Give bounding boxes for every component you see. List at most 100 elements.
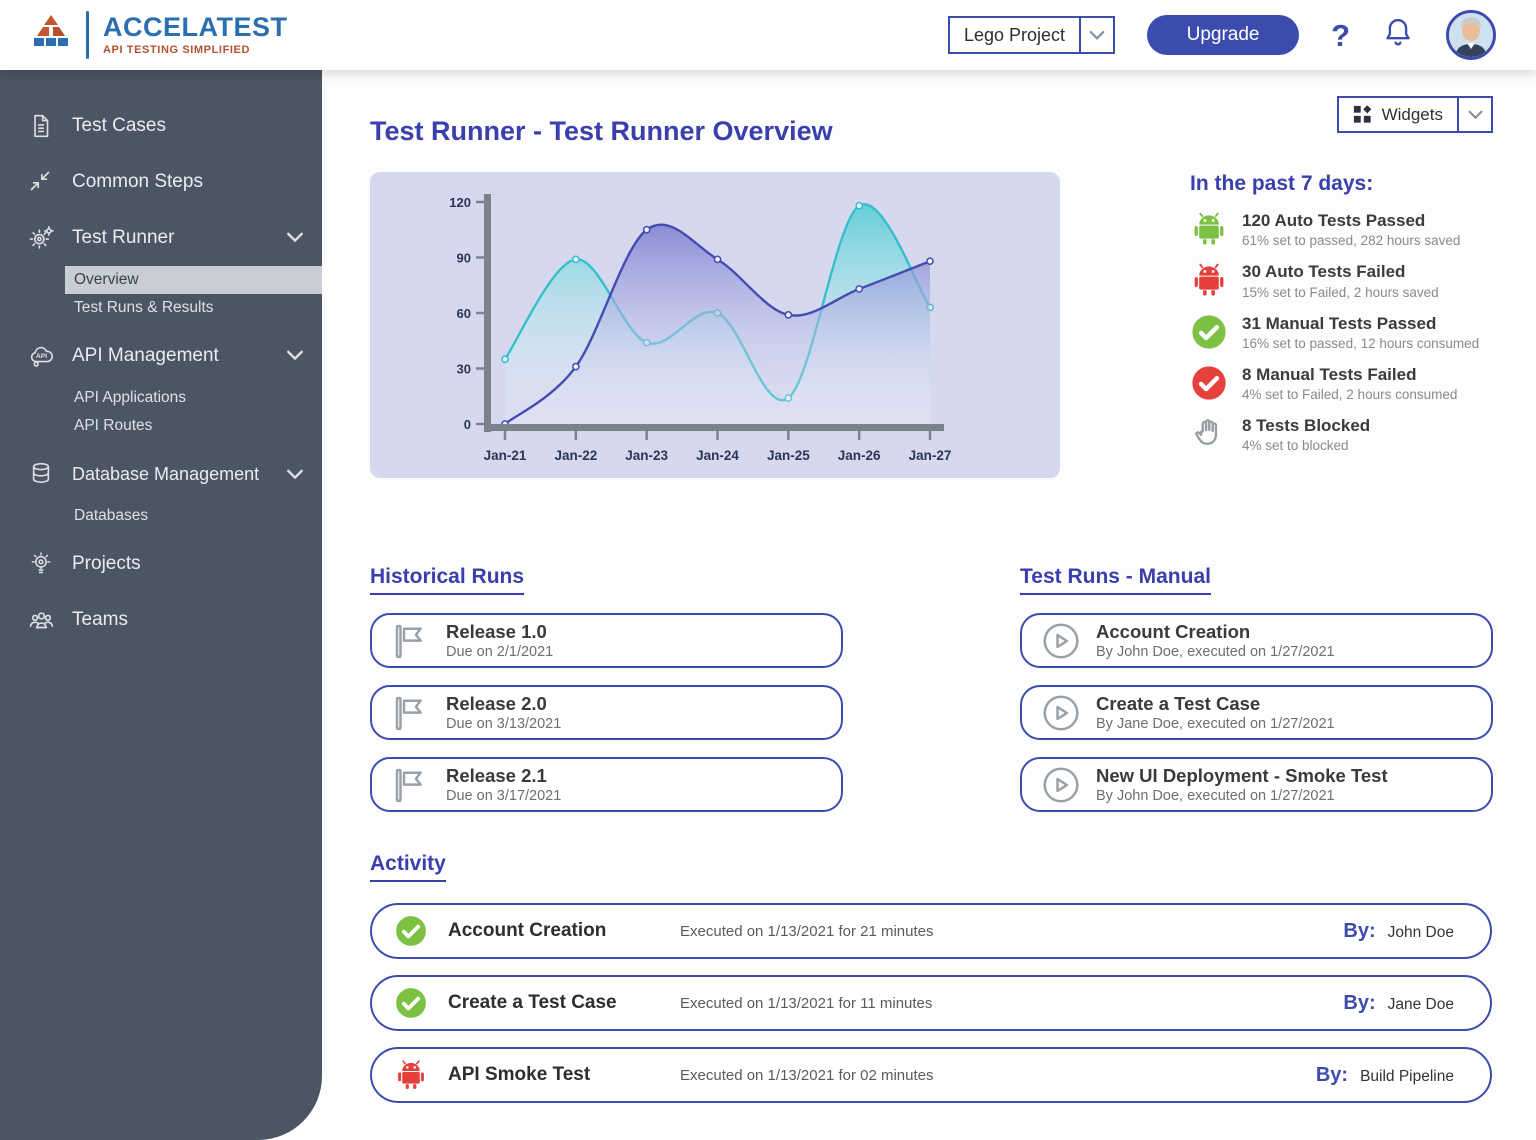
stat-auto-passed: 120 Auto Tests Passed 61% set to passed,… <box>1190 210 1526 248</box>
stats-panel: In the past 7 days: 120 Auto Tests Passe… <box>1190 172 1526 466</box>
flag-icon <box>390 620 432 662</box>
play-circle-icon <box>1040 692 1082 734</box>
sidebar-item-test-cases[interactable]: Test Cases <box>0 98 322 154</box>
sidebar-item-api-management[interactable]: API API Management <box>0 328 322 384</box>
widgets-grid-icon <box>1353 105 1372 124</box>
historical-run-card[interactable]: Release 1.0 Due on 2/1/2021 <box>370 613 843 668</box>
pyramid-logo-icon <box>28 12 74 59</box>
user-avatar[interactable] <box>1446 10 1496 60</box>
card-title: Account Creation <box>1096 621 1251 643</box>
activity-detail: Executed on 1/13/2021 for 02 minutes <box>680 1066 934 1084</box>
activity-title: Create a Test Case <box>448 992 617 1013</box>
chevron-down-icon <box>286 345 304 367</box>
stat-title: 31 Manual Tests Passed <box>1242 313 1437 333</box>
play-circle-icon <box>1040 764 1082 806</box>
widgets-select[interactable]: Widgets <box>1336 96 1493 133</box>
svg-text:Jan-24: Jan-24 <box>696 448 739 463</box>
svg-text:Jan-23: Jan-23 <box>625 448 668 463</box>
activity-by-name: John Doe <box>1387 923 1454 941</box>
card-title: Release 2.0 <box>446 693 547 715</box>
stat-blocked: 8 Tests Blocked 4% set to blocked <box>1190 415 1526 453</box>
chevron-down-icon[interactable] <box>1457 98 1491 131</box>
sidebar-item-label: Common Steps <box>72 171 203 192</box>
widgets-select-value: Widgets <box>1381 104 1443 124</box>
sidebar-item-teams[interactable]: Teams <box>0 592 322 648</box>
area-chart: 0 30 60 90 120 Jan-21 Jan-22 Jan-23 Jan-24 Jan-25… <box>449 194 951 463</box>
manual-run-card[interactable]: Account Creation By John Doe, executed o… <box>1020 613 1493 668</box>
manual-run-card[interactable]: New UI Deployment - Smoke Test By John D… <box>1020 757 1493 812</box>
manual-runs-heading: Test Runs - Manual <box>1020 565 1211 596</box>
activity-detail: Executed on 1/13/2021 for 11 minutes <box>680 994 933 1012</box>
sidebar-item-projects[interactable]: Projects <box>0 536 322 592</box>
svg-text:Jan-22: Jan-22 <box>554 448 597 463</box>
sidebar-item-label: Test Runner <box>72 227 175 248</box>
gear-icon <box>28 225 56 251</box>
card-title: Create a Test Case <box>1096 693 1261 715</box>
stat-title: 30 Auto Tests Failed <box>1242 262 1406 282</box>
by-label: By: <box>1343 991 1376 1014</box>
svg-text:0: 0 <box>464 417 471 432</box>
stat-manual-failed: 8 Manual Tests Failed 4% set to Failed, … <box>1190 364 1526 402</box>
activity-title: API Smoke Test <box>448 1064 591 1085</box>
check-circle-green-icon <box>394 986 428 1020</box>
hand-icon <box>1190 415 1228 453</box>
stat-title: 120 Auto Tests Passed <box>1242 211 1426 230</box>
svg-text:API: API <box>36 353 47 360</box>
project-select-value: Lego Project <box>963 24 1066 45</box>
sidebar-item-common-steps[interactable]: Common Steps <box>0 154 322 210</box>
sidebar-item-test-runner[interactable]: Test Runner <box>0 210 322 266</box>
main-content: Test Runner - Test Runner Overview Widge… <box>322 70 1536 1140</box>
stat-subtitle: 15% set to Failed, 2 hours saved <box>1242 284 1439 300</box>
android-green-icon <box>1190 210 1228 248</box>
stat-manual-passed: 31 Manual Tests Passed 16% set to passed… <box>1190 313 1526 351</box>
card-title: New UI Deployment - Smoke Test <box>1096 765 1388 787</box>
historical-run-card[interactable]: Release 2.1 Due on 3/17/2021 <box>370 757 843 812</box>
people-icon <box>28 607 56 633</box>
card-subtitle: By John Doe, executed on 1/27/2021 <box>1096 787 1335 804</box>
stats-heading: In the past 7 days: <box>1190 172 1374 195</box>
sidebar-item-label: Test Cases <box>72 115 166 136</box>
compress-arrows-icon <box>28 169 56 195</box>
lightbulb-gear-icon <box>28 551 56 577</box>
stat-subtitle: 16% set to passed, 12 hours consumed <box>1242 335 1480 351</box>
page-title: Test Runner - Test Runner Overview <box>370 116 833 147</box>
manual-run-card[interactable]: Create a Test Case By Jane Doe, executed… <box>1020 685 1493 740</box>
logo-subtitle: API TESTING SIMPLIFIED <box>103 44 251 56</box>
svg-text:Jan-25: Jan-25 <box>767 448 810 463</box>
stat-title: 8 Tests Blocked <box>1242 416 1371 435</box>
project-select[interactable]: Lego Project <box>947 16 1116 54</box>
sidebar-item-label: Teams <box>72 609 128 630</box>
sidebar-subitem-api-applications[interactable]: API Applications <box>74 389 187 406</box>
chart-panel: 0 30 60 90 120 Jan-21 Jan-22 Jan-23 Jan-24 Jan-25… <box>370 172 1060 478</box>
card-title: Release 2.1 <box>446 765 547 787</box>
historical-run-card[interactable]: Release 2.0 Due on 3/13/2021 <box>370 685 843 740</box>
chevron-down-icon[interactable] <box>1079 18 1113 52</box>
activity-row[interactable]: Account Creation Executed on 1/13/2021 f… <box>370 903 1492 959</box>
sidebar-subitem-databases[interactable]: Databases <box>74 507 149 524</box>
check-circle-green-icon <box>394 914 428 948</box>
activity-row[interactable]: Create a Test Case Executed on 1/13/2021… <box>370 975 1492 1031</box>
stat-subtitle: 61% set to passed, 282 hours saved <box>1242 233 1461 249</box>
svg-text:Jan-21: Jan-21 <box>484 448 527 463</box>
sidebar-item-label: Projects <box>72 553 141 574</box>
svg-text:120: 120 <box>449 195 471 210</box>
upgrade-button[interactable]: Upgrade <box>1147 15 1300 55</box>
help-icon[interactable]: ? <box>1331 17 1350 53</box>
activity-detail: Executed on 1/13/2021 for 21 minutes <box>680 922 934 940</box>
sidebar-item-label: Database Management <box>72 463 260 484</box>
sidebar-subitem-api-routes[interactable]: API Routes <box>74 417 153 434</box>
check-circle-red-icon <box>1190 364 1228 402</box>
app-logo: ACCELATEST API TESTING SIMPLIFIED <box>28 11 288 59</box>
activity-by-name: Build Pipeline <box>1360 1067 1454 1085</box>
flag-icon <box>390 692 432 734</box>
activity-heading: Activity <box>370 852 446 883</box>
activity-row[interactable]: API Smoke Test Executed on 1/13/2021 for… <box>370 1047 1492 1103</box>
android-red-icon <box>1190 261 1228 299</box>
android-red-icon <box>394 1058 428 1092</box>
sidebar-subitem-overview[interactable]: Overview <box>65 266 322 294</box>
card-subtitle: By Jane Doe, executed on 1/27/2021 <box>1096 715 1335 732</box>
sidebar-item-database-management[interactable]: Database Management <box>0 446 322 502</box>
notifications-bell-icon[interactable] <box>1382 16 1414 55</box>
card-title: Release 1.0 <box>446 621 547 643</box>
sidebar-subitem-test-runs-results[interactable]: Test Runs & Results <box>74 299 214 316</box>
